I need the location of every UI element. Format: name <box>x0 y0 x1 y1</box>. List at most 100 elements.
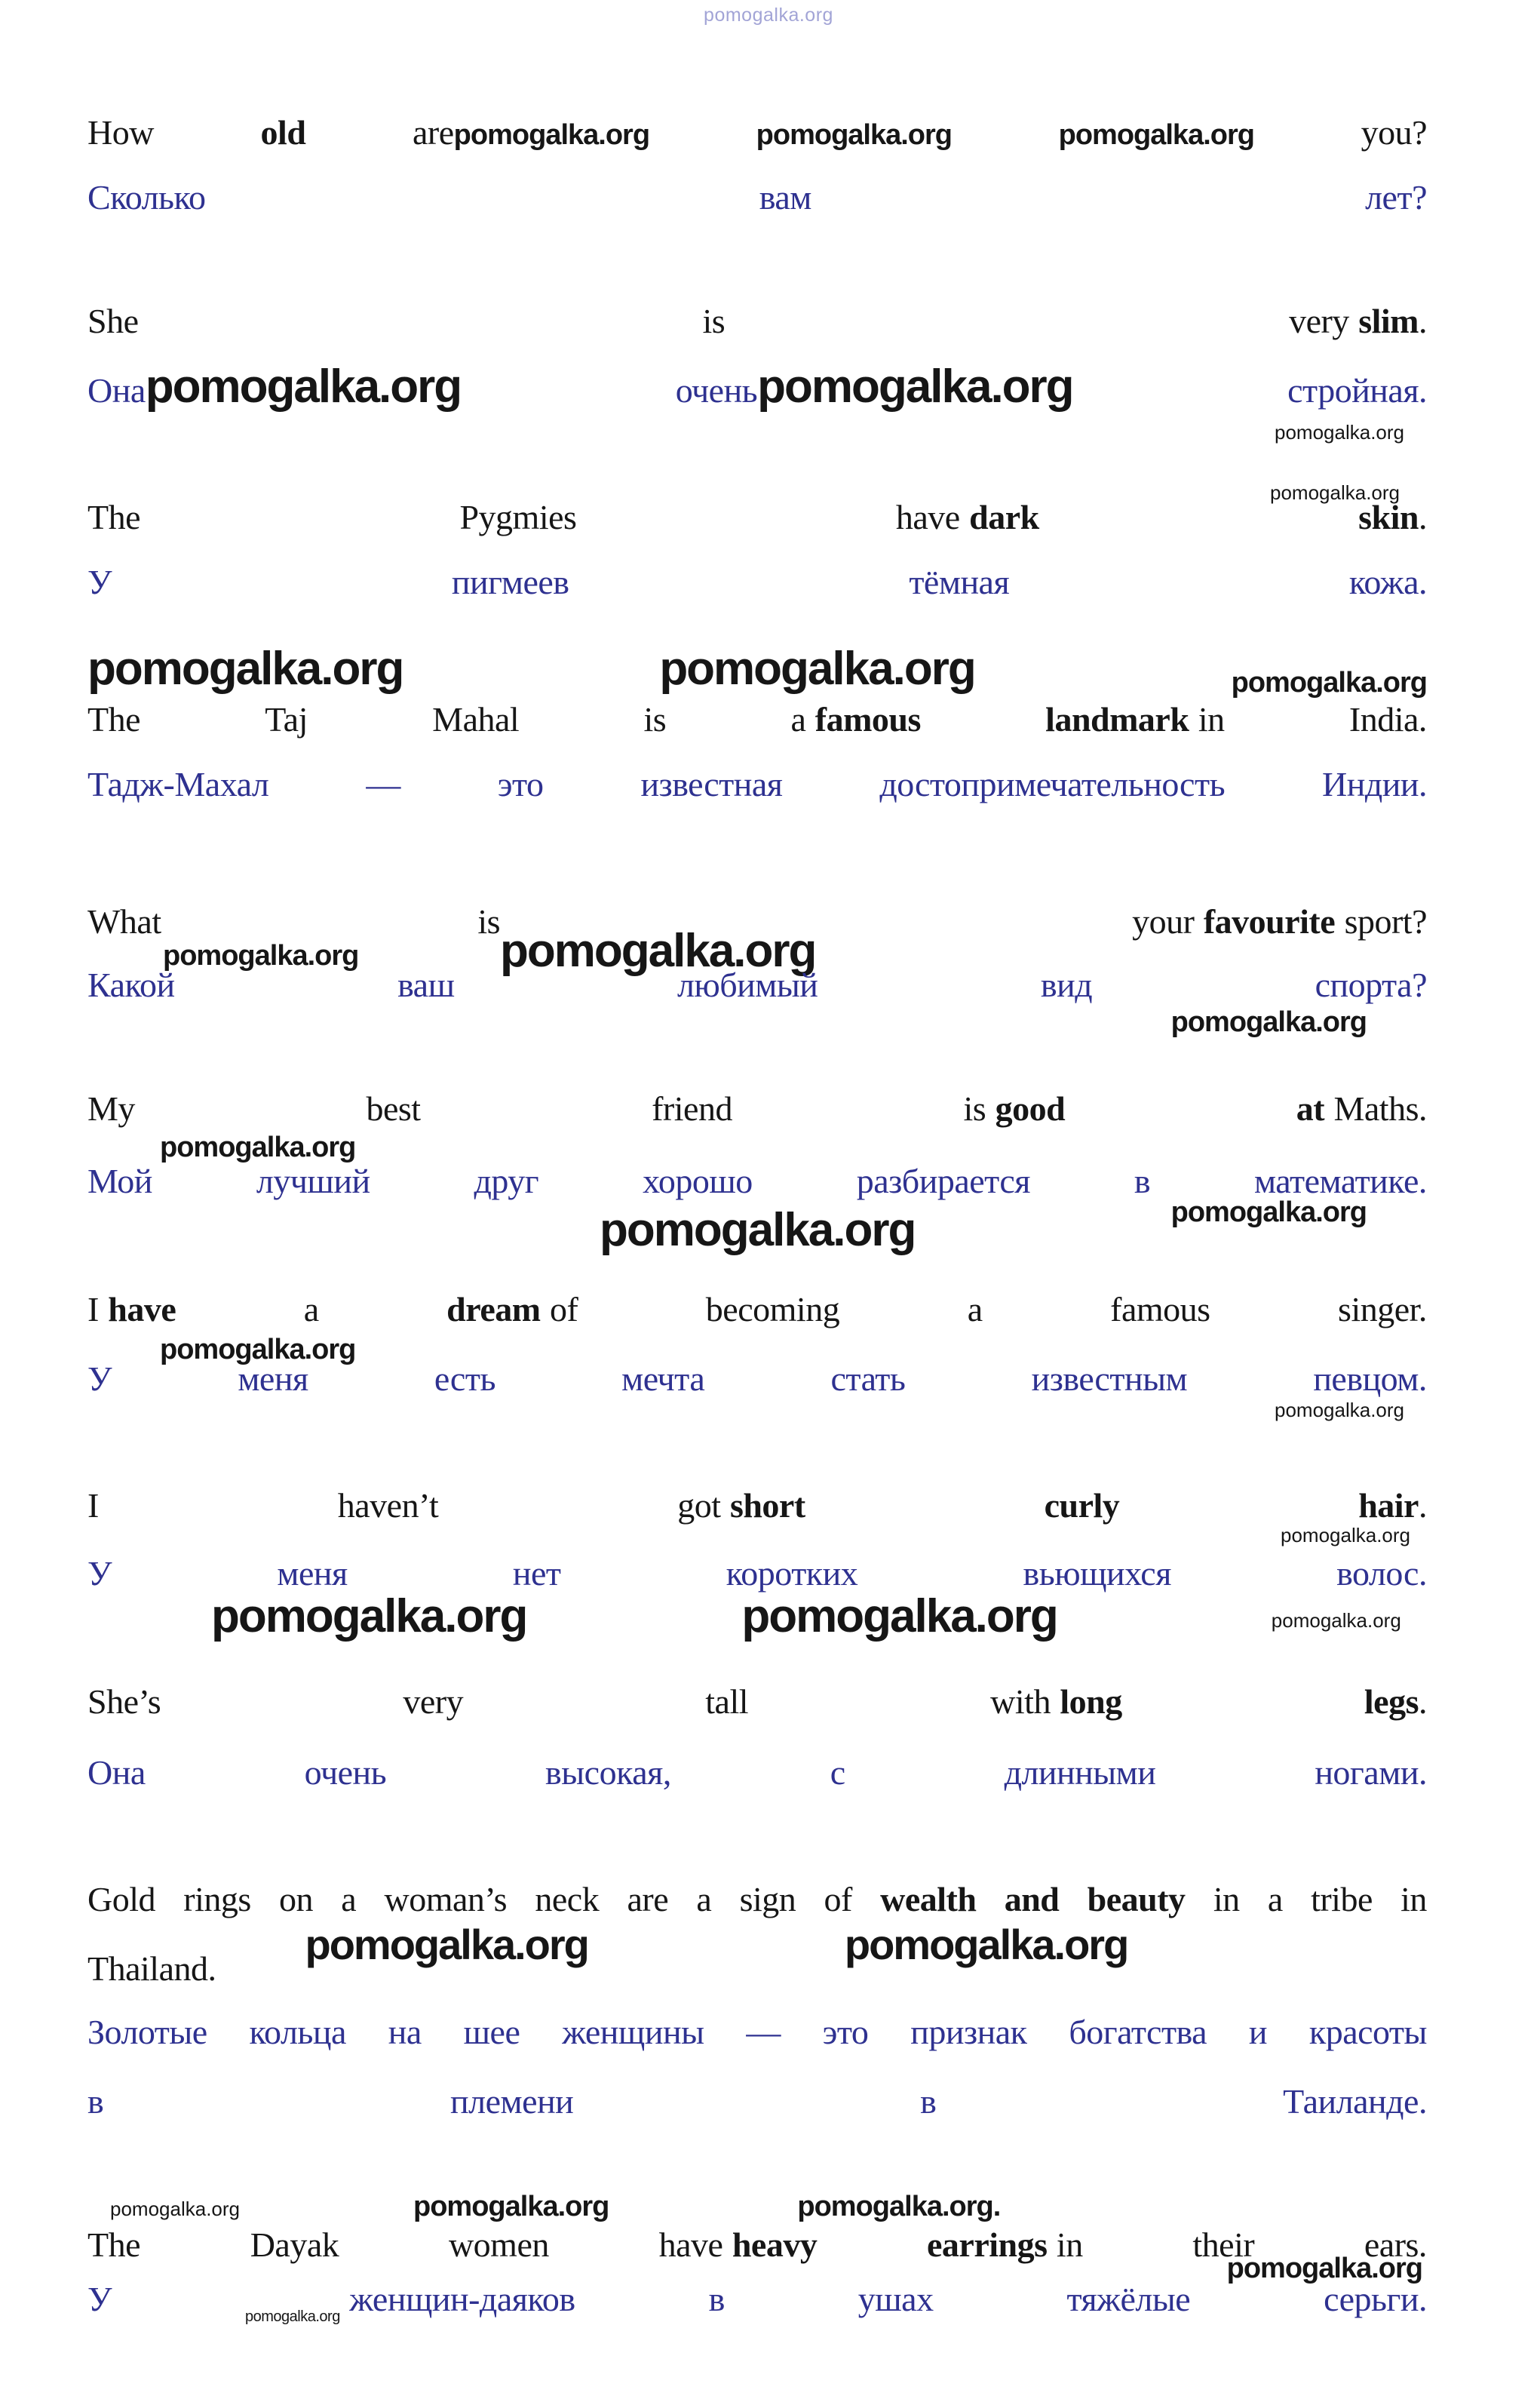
word: . <box>1419 1682 1428 1721</box>
word: У <box>87 2280 112 2318</box>
row-s6-en: My best friend is good at Maths. <box>87 1088 1427 1129</box>
word: Золотые <box>87 2013 207 2051</box>
word: a <box>696 1880 712 1918</box>
row-s10-ru1: Золотые кольца на шее женщины — это признак бога… <box>87 2011 1427 2053</box>
row-s9-ru: Она очень высокая, с длинными ногами. <box>87 1752 1427 1793</box>
word: She’s <box>87 1682 161 1721</box>
watermark-xl: pomogalka.org <box>659 643 976 695</box>
word: ваш <box>397 966 455 1004</box>
word: women <box>448 2225 549 2264</box>
word: Таиланде. <box>1283 2082 1427 2121</box>
word: becoming <box>705 1290 840 1328</box>
word: earrings <box>927 2225 1048 2264</box>
word: стройная. <box>1287 371 1427 410</box>
watermark-md: pomogalka.org. <box>797 2191 1001 2222</box>
word: Maths. <box>1333 1089 1427 1128</box>
watermark-top: pomogalka.org <box>704 5 833 26</box>
word: have <box>658 2225 723 2264</box>
word: на <box>388 2013 422 2051</box>
word: друг <box>474 1162 539 1200</box>
row-s2-wm: pomogalka.org <box>87 422 1427 442</box>
word: кольца <box>249 2013 347 2051</box>
word: in <box>1213 1880 1240 1918</box>
row-s5-ru: Какой ваш любимый вид спорта? <box>87 964 1428 1006</box>
word-group: have dark <box>896 496 1039 538</box>
word: Pygmies <box>459 498 577 536</box>
row-s7-wm: pomogalka.org <box>87 1335 1427 1364</box>
word: heavy <box>732 2225 818 2264</box>
word: got <box>677 1486 721 1525</box>
row-s2-en: She is very slim. <box>87 300 1428 342</box>
word-group: at Maths. <box>1296 1088 1428 1129</box>
word: женщин-даяков <box>349 2280 575 2318</box>
word-group: a famous <box>790 699 921 740</box>
row-s1-ru: Сколько вам лет? <box>87 177 1427 218</box>
word: Она <box>87 371 146 410</box>
watermark-md: pomogalka.org <box>160 1334 356 1365</box>
word: в <box>920 2082 937 2121</box>
word: neck <box>535 1880 600 1918</box>
word: . <box>1419 498 1428 536</box>
word: математике. <box>1254 1162 1427 1200</box>
word: famous <box>1110 1290 1210 1328</box>
word-group: have heavy <box>659 2224 818 2265</box>
word: меня <box>277 1554 348 1593</box>
word: серьги. <box>1324 2280 1427 2318</box>
row-s11-wm: pomogalka.org <box>87 2254 1427 2283</box>
word-group: legs. <box>1364 1681 1428 1722</box>
word: are <box>413 113 454 152</box>
top-watermark: pomogalka.org <box>0 5 1537 26</box>
watermark-xl: pomogalka.org <box>87 643 404 695</box>
word: меня <box>238 1359 308 1398</box>
word: and <box>1004 1880 1060 1918</box>
row-s4-en: The Taj Mahal is a famous landmark in India. <box>87 699 1427 740</box>
word: is <box>643 700 667 739</box>
word: old <box>260 113 306 152</box>
word: India. <box>1348 700 1428 739</box>
row-wmrow2: pomogalka.org pomogalka.org pomogalka.org <box>87 1593 1427 1640</box>
watermark-md: pomogalka.org <box>1170 1196 1367 1228</box>
row-s11-en: The Dayak women have heavy earrings in their ear… <box>87 2224 1427 2265</box>
word: вьющихся <box>1023 1554 1172 1593</box>
word: short <box>729 1486 805 1525</box>
word: достопримечательность <box>879 765 1226 803</box>
watermark-xl: pomogalka.org <box>600 1204 916 1256</box>
row-wmrow3: pomogalka.org pomogalka.org pomogalka.org. <box>87 2192 1427 2221</box>
word: The <box>87 2225 141 2264</box>
word: есть <box>434 1359 496 1398</box>
word: singer. <box>1338 1290 1427 1328</box>
word: лет? <box>1365 178 1427 217</box>
word: long <box>1060 1682 1122 1721</box>
word: . <box>1419 302 1428 340</box>
watermark-xl: pomogalka.org <box>757 361 1074 413</box>
watermark-tiny: pomogalka.org <box>245 2308 340 2325</box>
word: ушах <box>857 2280 934 2318</box>
word: your <box>1132 902 1195 941</box>
word: wealth <box>880 1880 977 1918</box>
word: красоты <box>1308 2013 1428 2051</box>
watermark-xl: pomogalka.org <box>741 1590 1058 1642</box>
watermark-md: pomogalka.org <box>1226 2253 1423 2284</box>
word: Mahal <box>432 700 520 739</box>
word: skin <box>1358 498 1419 536</box>
word: известным <box>1031 1359 1188 1398</box>
word: woman’s <box>384 1880 508 1918</box>
word: legs <box>1364 1682 1419 1721</box>
row-s4-ru: Тадж-Махал — это известная достопримечательн… <box>87 763 1427 805</box>
watermark-sm: pomogalka.org <box>1270 481 1400 504</box>
word: в <box>87 2082 104 2121</box>
word: of <box>824 1880 853 1918</box>
word: У <box>87 1554 112 1593</box>
word-group: got short <box>677 1485 805 1526</box>
word: волос. <box>1336 1554 1427 1593</box>
word: hair <box>1358 1486 1419 1525</box>
watermark-lg: pomogalka.org <box>305 1921 590 1968</box>
word: you? <box>1361 113 1428 152</box>
word: спорта? <box>1315 966 1428 1004</box>
word: тяжёлые <box>1066 2280 1191 2318</box>
word-group: landmark in <box>1045 699 1225 740</box>
word: is <box>963 1089 986 1128</box>
